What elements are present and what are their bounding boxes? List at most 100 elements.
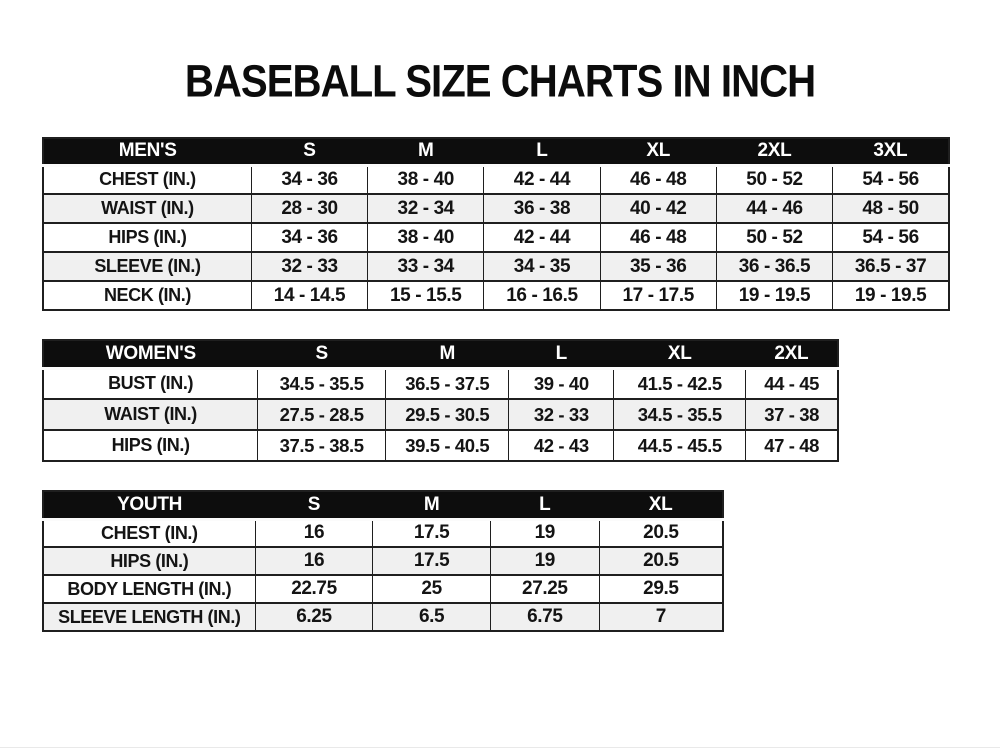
size-column-header: L [490,491,600,521]
size-value: 29.5 [598,574,724,604]
size-column-header: XL [600,138,717,167]
size-value: 17 - 17.5 [599,280,717,311]
measurement-row: CHEST (IN.) 34 - 36 38 - 40 42 - 44 46 - 48 5… [42,164,950,195]
size-value: 42 - 44 [483,164,601,195]
row-label: CHEST (IN.) [42,164,252,195]
size-value: 27.5 - 28.5 [257,398,387,431]
measurement-row: SLEEVE LENGTH (IN.) 6.25 6.5 6.75 7 [42,602,724,632]
page-bottom-edge [0,747,1000,748]
size-value: 44 - 46 [715,193,834,224]
size-value: 42 - 43 [508,429,615,462]
row-label: NECK (IN.) [42,280,252,311]
size-value: 50 - 52 [715,164,834,195]
row-label: HIPS (IN.) [42,429,259,462]
size-value: 42 - 44 [483,222,601,253]
size-value: 27.25 [489,574,600,604]
measurement-row: CHEST (IN.) 16 17.5 19 20.5 [42,518,724,548]
size-value: 37 - 38 [745,398,839,431]
size-value: 46 - 48 [599,222,717,253]
mens-header-row: MEN'S S M L XL 2XL 3XL [43,138,949,167]
size-column-header: S [251,138,368,167]
measurement-row: SLEEVE (IN.) 32 - 33 33 - 34 34 - 35 35 - 36… [42,251,950,282]
measurement-row: BODY LENGTH (IN.) 22.75 25 27.25 29.5 [42,574,724,604]
size-value: 20.5 [598,546,724,576]
size-value: 36.5 - 37.5 [385,367,510,400]
row-label: CHEST (IN.) [42,518,256,548]
size-column-header: 3XL [832,138,949,167]
size-value: 34 - 36 [250,222,369,253]
measurement-row: HIPS (IN.) 34 - 36 38 - 40 42 - 44 46 - 48 50… [42,222,950,253]
size-value: 47 - 48 [745,429,839,462]
size-value: 25 [372,574,491,604]
measurement-row: WAIST (IN.) 28 - 30 32 - 34 36 - 38 40 - 42 4… [42,193,950,224]
size-value: 34 - 36 [250,164,369,195]
row-label: WAIST (IN.) [42,193,252,224]
measurement-row: WAIST (IN.) 27.5 - 28.5 29.5 - 30.5 32 - 33… [42,398,839,431]
size-value: 33 - 34 [367,251,485,282]
size-value: 14 - 14.5 [250,280,369,311]
size-value: 35 - 36 [599,251,717,282]
size-value: 34 - 35 [483,251,601,282]
measurement-row: BUST (IN.) 34.5 - 35.5 36.5 - 37.5 39 - 40 4… [42,367,839,400]
size-column-header: XL [599,491,723,521]
size-column-header: M [385,340,509,370]
size-column-header: S [255,491,373,521]
size-value: 6.75 [489,602,600,632]
row-label: HIPS (IN.) [42,546,256,576]
size-value: 17.5 [372,546,491,576]
row-label: WAIST (IN.) [42,398,259,431]
size-value: 48 - 50 [832,193,950,224]
measurement-row: HIPS (IN.) 16 17.5 19 20.5 [42,546,724,576]
size-value: 6.25 [254,602,374,632]
size-value: 19 - 19.5 [715,280,834,311]
size-value: 16 [254,546,374,576]
size-column-header: XL [613,340,746,370]
size-value: 50 - 52 [715,222,834,253]
size-column-header: S [257,340,386,370]
row-label: SLEEVE (IN.) [42,251,252,282]
size-value: 32 - 33 [508,398,615,431]
size-value: 36 - 38 [483,193,601,224]
row-label: BUST (IN.) [42,367,259,400]
measurement-row: NECK (IN.) 14 - 14.5 15 - 15.5 16 - 16.5 17 … [42,280,950,311]
size-value: 34.5 - 35.5 [613,398,747,431]
measurement-row: HIPS (IN.) 37.5 - 38.5 39.5 - 40.5 42 - 43 4… [42,429,839,462]
size-value: 17.5 [372,518,491,548]
size-value: 34.5 - 35.5 [257,367,387,400]
size-value: 39 - 40 [508,367,615,400]
size-value: 32 - 33 [250,251,369,282]
mens-table-title-cell: MEN'S [43,138,252,167]
size-value: 39.5 - 40.5 [385,429,510,462]
size-column-header: L [508,340,614,370]
row-label: SLEEVE LENGTH (IN.) [42,602,256,632]
size-value: 36.5 - 37 [832,251,950,282]
size-value: 44 - 45 [745,367,839,400]
size-value: 37.5 - 38.5 [257,429,387,462]
size-value: 15 - 15.5 [367,280,485,311]
youth-header-row: YOUTH S M L XL [43,491,723,521]
size-value: 38 - 40 [367,222,485,253]
size-value: 36 - 36.5 [715,251,834,282]
size-value: 19 [489,518,600,548]
size-value: 54 - 56 [832,164,950,195]
size-value: 16 - 16.5 [483,280,601,311]
womens-table-title-cell: WOMEN'S [43,340,258,370]
womens-header-row: WOMEN'S S M L XL 2XL [43,340,838,370]
size-value: 44.5 - 45.5 [613,429,747,462]
mens-size-table: MEN'S S M L XL 2XL 3XL CHEST (IN.) 34 - 36 38 - 4… [42,137,950,311]
size-column-header: M [367,138,484,167]
size-column-header: L [483,138,601,167]
row-label: BODY LENGTH (IN.) [42,574,256,604]
size-value: 7 [598,602,724,632]
page-title: BASEBALL SIZE CHARTS IN INCH [184,56,816,107]
size-value: 29.5 - 30.5 [385,398,510,431]
size-value: 19 [489,546,600,576]
youth-size-table: YOUTH S M L XL CHEST (IN.) 16 17.5 19 20.5 HIPS (I… [42,490,724,632]
size-value: 16 [254,518,374,548]
size-value: 46 - 48 [599,164,717,195]
size-value: 41.5 - 42.5 [613,367,747,400]
size-value: 28 - 30 [250,193,369,224]
size-value: 32 - 34 [367,193,485,224]
size-value: 19 - 19.5 [832,280,950,311]
size-value: 54 - 56 [832,222,950,253]
